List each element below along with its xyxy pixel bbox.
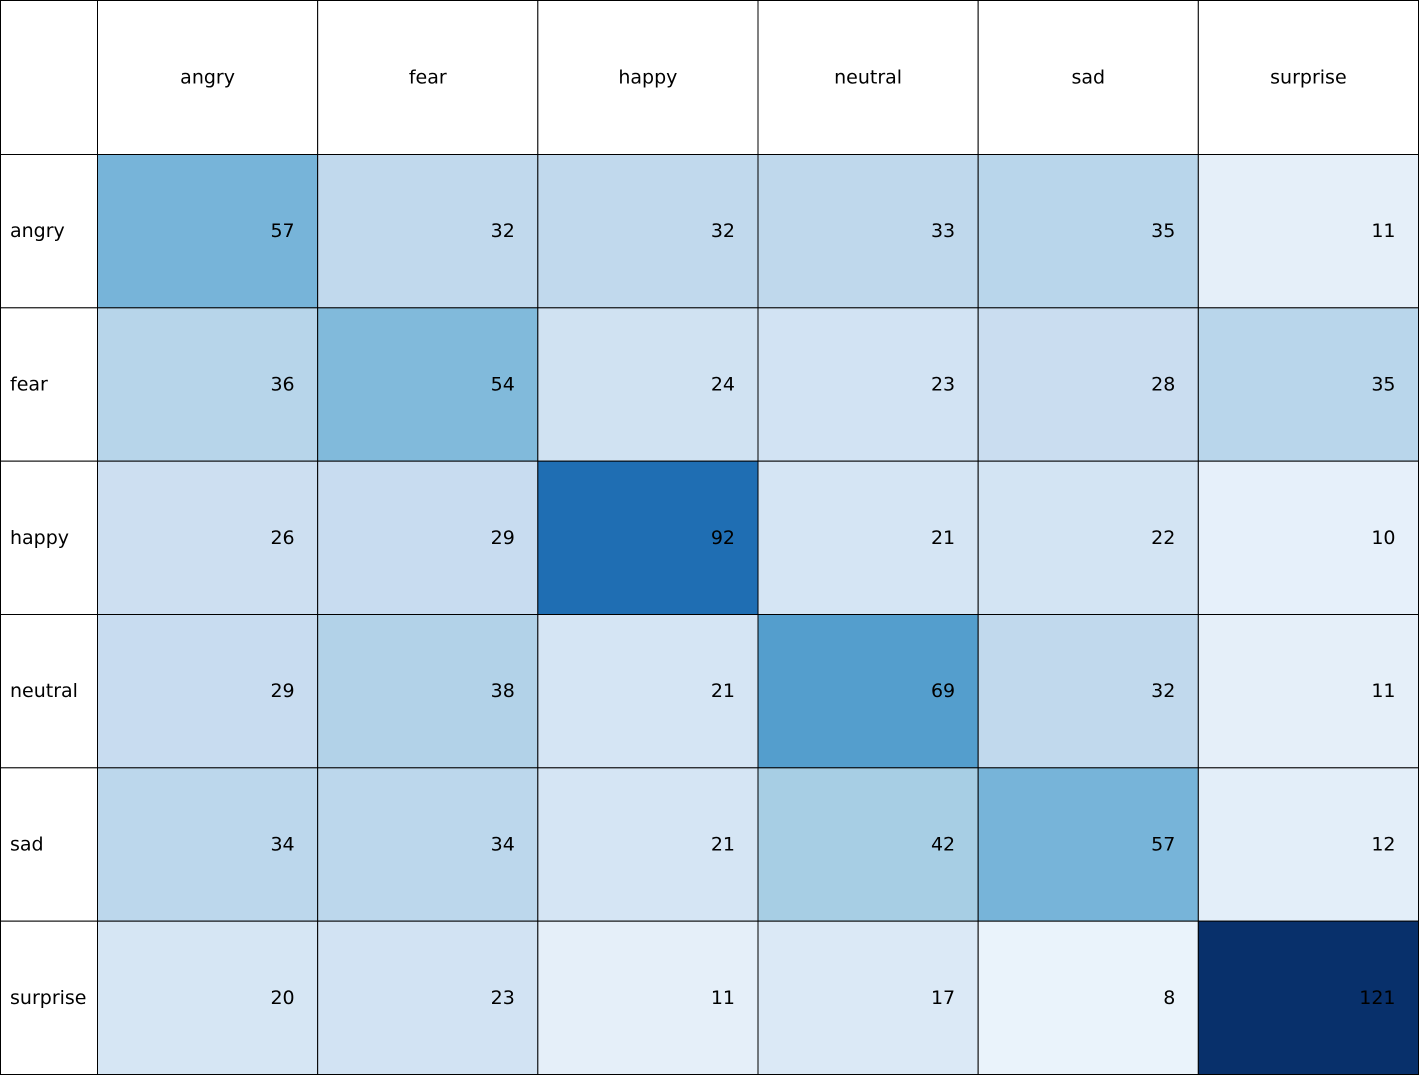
cell-value-label: 21: [931, 527, 955, 549]
cell-value-label: 12: [1371, 834, 1395, 856]
heatmap-cell: [1197, 920, 1419, 1075]
cell-value-label: 22: [1151, 527, 1175, 549]
cell-value-label: 54: [491, 374, 515, 396]
column-header-label: surprise: [1270, 67, 1347, 89]
heatmap-cell: [317, 767, 539, 922]
row-header-label: surprise: [10, 987, 87, 1009]
cell-value-label: 33: [931, 220, 955, 242]
cell-value-label: 34: [270, 834, 294, 856]
cell-value-label: 38: [491, 680, 515, 702]
heatmap-cell: [1197, 614, 1419, 769]
column-header-label: angry: [180, 67, 235, 89]
heatmap-cell: [537, 614, 759, 769]
heatmap-cell: [977, 154, 1199, 309]
heatmap-cell: [1197, 154, 1419, 309]
cell-value-label: 23: [931, 374, 955, 396]
row-header-cell: [0, 307, 98, 462]
heatmap-cell: [537, 920, 759, 1075]
heatmap-cell: [97, 460, 319, 615]
cell-value-label: 35: [1371, 374, 1395, 396]
row-header-label: angry: [10, 220, 65, 242]
heatmap-cell: [977, 460, 1199, 615]
cell-value-label: 121: [1359, 987, 1395, 1009]
cell-value-label: 21: [711, 680, 735, 702]
row-header-label: happy: [10, 527, 69, 549]
heatmap-cell: [317, 307, 539, 462]
row-header-cell: [0, 767, 98, 922]
cell-value-label: 8: [1163, 987, 1175, 1009]
cell-value-label: 11: [1371, 220, 1395, 242]
cell-value-label: 36: [270, 374, 294, 396]
heatmap-cell: [97, 614, 319, 769]
heatmap-cell: [757, 920, 979, 1075]
cell-value-label: 11: [711, 987, 735, 1009]
cell-value-label: 29: [270, 680, 294, 702]
heatmap-cell: [317, 920, 539, 1075]
heatmap-cell: [977, 920, 1199, 1075]
column-header-cell: [97, 0, 319, 155]
column-header-label: fear: [409, 67, 447, 89]
cell-value-label: 29: [491, 527, 515, 549]
row-header-label: sad: [10, 834, 44, 856]
column-header-cell: [977, 0, 1199, 155]
heatmap-cell: [97, 307, 319, 462]
heatmap-cell: [757, 460, 979, 615]
cell-value-label: 42: [931, 834, 955, 856]
row-header-label: fear: [10, 374, 48, 396]
cell-value-label: 32: [491, 220, 515, 242]
cell-value-label: 24: [711, 374, 735, 396]
cell-value-label: 69: [931, 680, 955, 702]
heatmap-cell: [537, 767, 759, 922]
column-header-label: neutral: [834, 67, 902, 89]
corner-cell: [0, 0, 98, 155]
row-header-cell: [0, 920, 98, 1075]
heatmap-cell: [97, 920, 319, 1075]
cell-value-label: 11: [1371, 680, 1395, 702]
heatmap-cell: [97, 767, 319, 922]
cell-value-label: 35: [1151, 220, 1175, 242]
cell-value-label: 28: [1151, 374, 1175, 396]
column-header-cell: [537, 0, 759, 155]
heatmap-cell: [1197, 307, 1419, 462]
heatmap-cell: [977, 767, 1199, 922]
cell-value-label: 34: [491, 834, 515, 856]
heatmap-cell: [977, 307, 1199, 462]
column-header-label: sad: [1071, 67, 1105, 89]
cell-value-label: 32: [711, 220, 735, 242]
heatmap-cell: [757, 307, 979, 462]
column-header-label: happy: [618, 67, 677, 89]
cell-value-label: 92: [711, 527, 735, 549]
cell-value-label: 21: [711, 834, 735, 856]
cell-value-label: 32: [1151, 680, 1175, 702]
cell-value-label: 10: [1371, 527, 1395, 549]
heatmap-cell: [97, 154, 319, 309]
heatmap-cell: [757, 767, 979, 922]
column-header-cell: [757, 0, 979, 155]
heatmap-cell: [537, 307, 759, 462]
cell-value-label: 57: [270, 220, 294, 242]
row-header-label: neutral: [10, 680, 78, 702]
cell-value-label: 17: [931, 987, 955, 1009]
heatmap-cell: [317, 460, 539, 615]
row-header-cell: [0, 614, 98, 769]
column-header-cell: [317, 0, 539, 155]
row-header-cell: [0, 460, 98, 615]
heatmap-cell: [537, 154, 759, 309]
heatmap-cell: [1197, 460, 1419, 615]
cell-value-label: 26: [270, 527, 294, 549]
cell-value-label: 57: [1151, 834, 1175, 856]
cell-value-label: 23: [491, 987, 515, 1009]
cell-value-label: 20: [270, 987, 294, 1009]
column-header-cell: [1197, 0, 1419, 155]
